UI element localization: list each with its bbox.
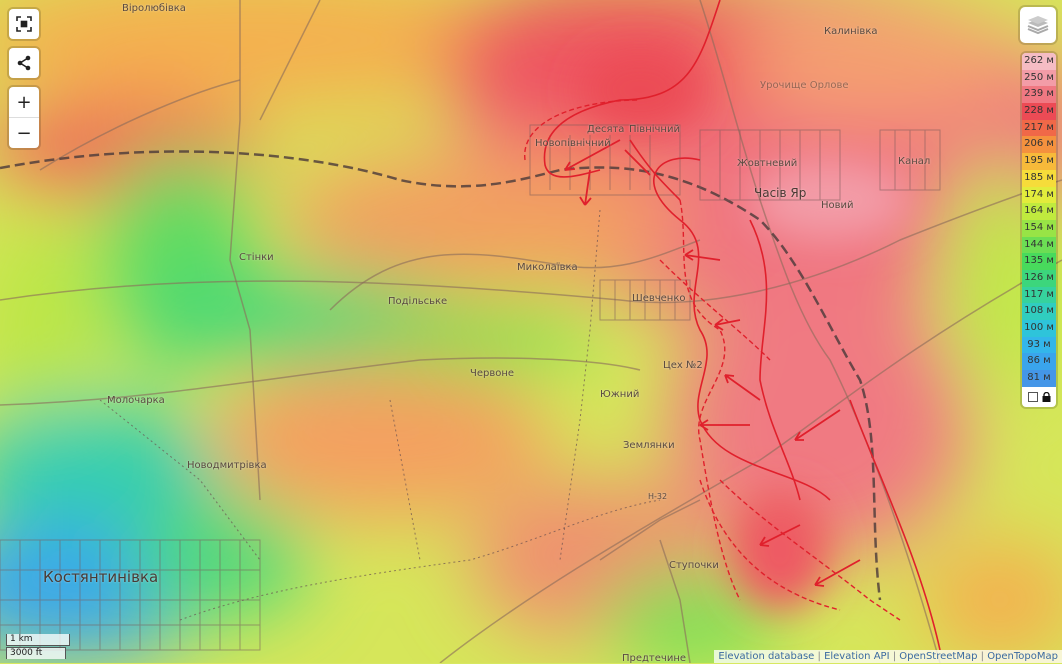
place-label: Предтечине <box>622 653 687 664</box>
legend-item: 185 м <box>1022 169 1056 187</box>
attribution-link[interactable]: Elevation API <box>824 651 890 662</box>
attribution: Elevation database | Elevation API | Ope… <box>714 650 1062 663</box>
attribution-link[interactable]: Elevation database <box>718 651 815 662</box>
place-label: Червоне <box>470 368 515 379</box>
city-label: Костянтинівка <box>43 568 159 586</box>
legend-item: 144 м <box>1022 236 1056 254</box>
legend-item: 206 м <box>1022 136 1056 154</box>
road-label: Н-32 <box>648 492 668 501</box>
place-label: Миколаївка <box>517 262 578 273</box>
legend-item: 126 м <box>1022 269 1056 287</box>
attribution-link[interactable]: OpenStreetMap <box>899 651 978 662</box>
place-label: Жовтневий <box>737 158 798 169</box>
legend-item: 174 м <box>1022 186 1056 204</box>
share-icon[interactable] <box>9 48 39 78</box>
share-button[interactable] <box>9 48 39 78</box>
legend-item: 262 м <box>1022 53 1056 70</box>
place-label: Калинівка <box>824 26 878 37</box>
legend-item: 86 м <box>1022 353 1056 371</box>
legend-checkbox[interactable] <box>1027 391 1038 402</box>
fullscreen-icon[interactable] <box>9 9 39 39</box>
place-label: Урочище Орлове <box>760 80 849 91</box>
layers-button[interactable] <box>1020 7 1056 43</box>
legend-item: 217 м <box>1022 119 1056 137</box>
legend-item: 239 м <box>1022 86 1056 104</box>
place-label: Віролюбівка <box>122 3 186 14</box>
attribution-link[interactable]: OpenTopoMap <box>987 651 1058 662</box>
layers-icon <box>1027 16 1049 35</box>
place-label: Новопівнічний <box>535 138 611 149</box>
place-label: Північний <box>629 124 680 135</box>
scale-bar: 1 km 3000 ft <box>6 634 70 659</box>
legend-item: 164 м <box>1022 203 1056 220</box>
place-label: Молочарка <box>107 395 165 406</box>
legend-item: 195 м <box>1022 153 1056 170</box>
place-label: Шевченко <box>632 293 686 304</box>
legend-item: 100 м <box>1022 320 1056 337</box>
place-label: Часів Яр <box>754 186 807 200</box>
place-label: Канал <box>898 156 931 167</box>
zoom-control[interactable]: + − <box>9 87 39 148</box>
place-label: Цех №2 <box>663 360 703 371</box>
place-label: Новий <box>821 200 854 211</box>
legend-item: 108 м <box>1022 303 1056 320</box>
place-label: Стінки <box>239 252 274 263</box>
place-label: Южний <box>600 389 640 400</box>
place-label: Ступочки <box>669 560 719 571</box>
legend-item: 135 м <box>1022 253 1056 270</box>
lock-icon[interactable] <box>1042 391 1051 402</box>
legend-item: 117 м <box>1022 286 1056 304</box>
legend-item: 81 м <box>1022 370 1056 387</box>
scale-imperial: 3000 ft <box>6 647 66 659</box>
front-lines <box>543 0 941 651</box>
fullscreen-button[interactable] <box>9 9 39 39</box>
legend-item: 154 м <box>1022 219 1056 237</box>
legend-item: 250 м <box>1022 69 1056 87</box>
zoom-out-button[interactable]: − <box>9 117 39 148</box>
elevation-legend: 262 м 250 м 239 м 228 м 217 м 206 м 195 м 185 м… <box>1022 53 1056 407</box>
zoom-in-button[interactable]: + <box>16 91 32 113</box>
place-label: Подільське <box>388 296 448 307</box>
place-label: Землянки <box>623 440 675 451</box>
legend-item: 93 м <box>1022 336 1056 354</box>
legend-item: 228 м <box>1022 103 1056 120</box>
scale-metric: 1 km <box>6 634 70 646</box>
place-label: Десята <box>587 124 625 135</box>
place-label: Новодмитрівка <box>187 460 267 471</box>
